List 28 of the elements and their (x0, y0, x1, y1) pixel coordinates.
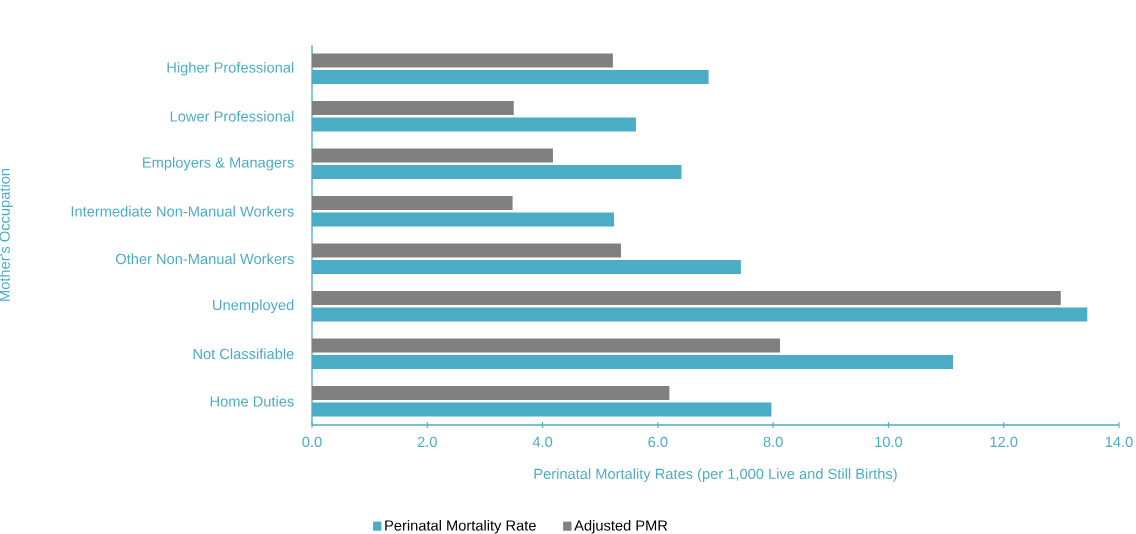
y-tick-label: Intermediate Non-Manual Workers (71, 205, 294, 217)
x-tick-label: 4.0 (532, 436, 553, 448)
bar (312, 195, 513, 210)
bar (312, 243, 621, 258)
x-tick-label: 10.0 (875, 436, 903, 448)
x-tick-label: 12.0 (990, 436, 1018, 448)
x-tick-label: 0.0 (302, 436, 322, 448)
y-tick-label: Other Non-Manual Workers (115, 253, 294, 265)
y-tick-label: Home Duties (210, 395, 294, 407)
bar (312, 290, 1061, 305)
bar (312, 148, 553, 163)
y-axis-title: Mother's Occupation (0, 168, 13, 301)
x-tick-label: 2.0 (417, 436, 437, 448)
y-tick-label: Unemployed (213, 299, 294, 314)
x-tick-label: 14.0 (1105, 436, 1133, 448)
y-tick-label: Higher Professional (167, 61, 294, 76)
y-tick-label: Not Classifiable (193, 348, 294, 360)
legend-label: Perinatal Mortality Rate (385, 519, 536, 534)
x-tick-label: 8.0 (763, 436, 783, 448)
bar (312, 338, 781, 353)
legend-label: Adjusted PMR (574, 519, 668, 534)
bar (312, 385, 670, 400)
x-tick-label: 6.0 (648, 436, 668, 448)
x-axis-title: Perinatal Mortality Rates (per 1,000 Live and Still Births) (534, 468, 897, 482)
y-tick-label: Employers & Managers (143, 156, 294, 171)
bar (312, 53, 613, 68)
bar (312, 100, 514, 115)
y-tick-label: Lower Professional (170, 110, 294, 122)
